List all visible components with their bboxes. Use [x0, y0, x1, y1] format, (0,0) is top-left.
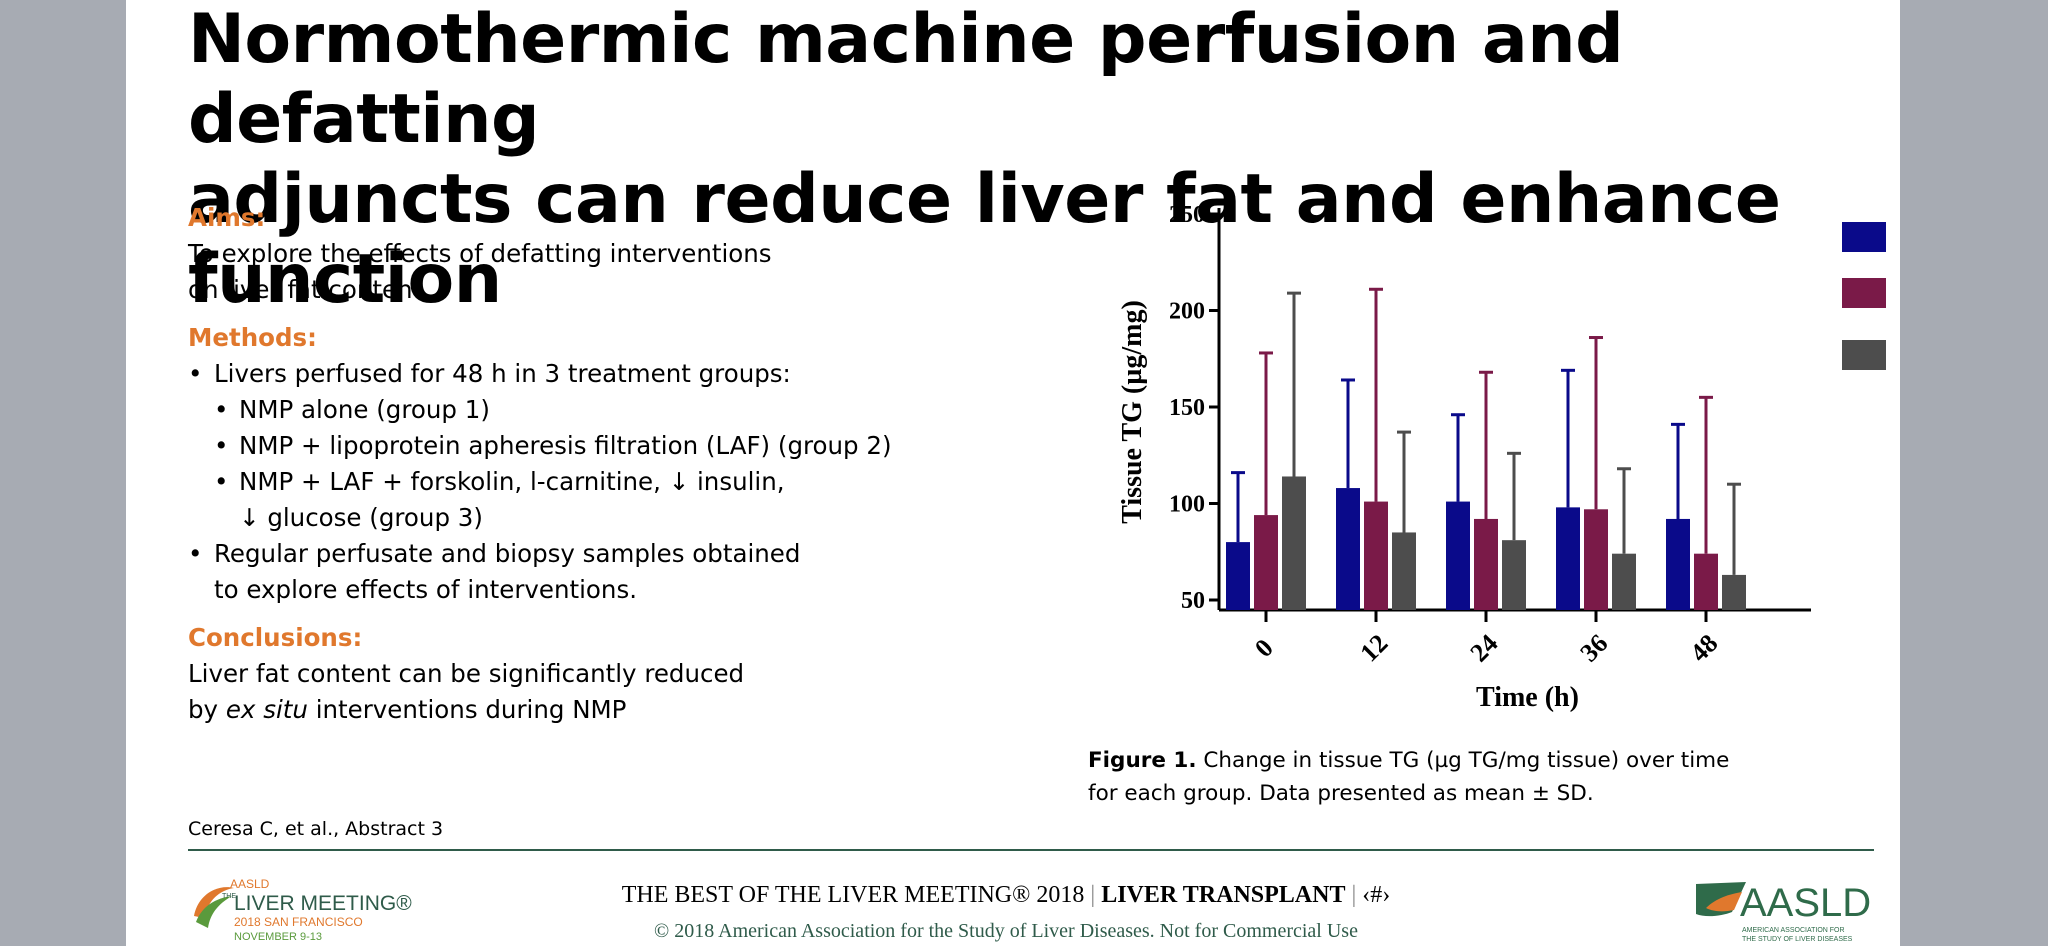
bullet-icon: •: [214, 395, 229, 424]
conclusions-heading: Conclusions:: [188, 623, 363, 652]
logo-the: THE: [222, 893, 236, 900]
bullet-icon: •: [188, 539, 203, 568]
title-line-1: Normothermic machine perfusion and defat…: [188, 0, 1624, 159]
footer-meeting: THE BEST OF THE LIVER MEETING® 2018: [621, 882, 1085, 908]
logo-dates: NOVEMBER 9-13: [234, 931, 322, 943]
bar-group-3-36h: [1612, 553, 1636, 610]
left-column: Aims: To explore the effects of defattin…: [188, 200, 948, 728]
bar-group-2-24h: [1474, 518, 1498, 610]
x-tick-label: 36: [1575, 629, 1614, 668]
conclusions-line-1: Liver fat content can be significantly r…: [188, 659, 745, 688]
methods-sub-bullet-2: • NMP + lipoprotein apheresis filtration…: [188, 428, 948, 464]
logo-aasld-small: AASLD: [230, 877, 270, 891]
aims-line-2: on liver fat content.: [188, 275, 430, 304]
methods-heading: Methods:: [188, 323, 317, 352]
bar-chart: 50 100 150 200 250 Tissue TG (µg/mg) 0 12 24 36 48…: [1117, 202, 1886, 713]
bar-group-2-36h: [1584, 509, 1608, 610]
methods-bullet-2: • Regular perfusate and biopsy samples o…: [188, 536, 948, 608]
bar-group-1-0h: [1226, 542, 1250, 610]
logo-sub-1: AMERICAN ASSOCIATION FOR: [1742, 927, 1845, 934]
figure-label: Figure 1.: [1088, 748, 1197, 773]
y-tick-label: 250: [1169, 202, 1205, 228]
bar-group-1-24h: [1446, 501, 1470, 610]
logo-aasld-text: AASLD: [1740, 881, 1871, 925]
y-tick-label: 150: [1169, 395, 1205, 421]
footer-page-number: ‹#›: [1362, 882, 1391, 908]
x-tick-label: 0: [1249, 633, 1279, 663]
conclusions-line-2: by ex situ interventions during NMP: [188, 695, 627, 724]
footer-rule: [188, 849, 1874, 851]
bullet-icon: •: [214, 431, 229, 460]
liver-leaf-orange-icon: [1706, 892, 1742, 912]
bar-group-2-12h: [1364, 501, 1388, 610]
logo-sub-2: THE STUDY OF LIVER DISEASES: [1742, 936, 1853, 943]
title-line-2: adjuncts can reduce liver fat and enhanc…: [188, 160, 1781, 319]
x-tick-label: 48: [1685, 629, 1724, 668]
bar-group-3-0h: [1282, 476, 1306, 610]
methods-sub-bullet-1: • NMP alone (group 1): [188, 392, 948, 428]
bar-group-3-24h: [1502, 540, 1526, 610]
slide: Normothermic machine perfusion and defat…: [126, 0, 1900, 946]
bar-group-2-48h: [1694, 553, 1718, 610]
legend-swatch-2: [1842, 278, 1886, 308]
aims-line-1: To explore the effects of defatting inte…: [188, 239, 772, 268]
x-axis-label: Time (h): [1476, 682, 1579, 713]
bullet-icon: •: [214, 467, 229, 496]
logo-year: 2018 SAN FRANCISCO: [234, 915, 363, 929]
x-tick-label: 12: [1355, 629, 1394, 668]
legend-swatch-1: [1842, 222, 1886, 252]
figure-caption: Figure 1. Change in tissue TG (µg TG/mg …: [1088, 748, 1730, 806]
bar-group-2-0h: [1254, 515, 1278, 610]
footer-meeting-line: THE BEST OF THE LIVER MEETING® 2018 | LIVE…: [621, 882, 1391, 908]
citation: Ceresa C, et al., Abstract 3: [188, 818, 444, 840]
slide-title: Normothermic machine perfusion and defat…: [188, 0, 1868, 320]
aasld-logo: AASLD AMERICAN ASSOCIATION FOR THE STUDY…: [1696, 881, 1871, 943]
y-axis-label: Tissue TG (µg/mg): [1117, 300, 1148, 524]
legend-swatch-3: [1842, 340, 1886, 370]
bullet-icon: •: [188, 359, 203, 388]
liver-meeting-logo: AASLD THE LIVER MEETING® 2018 SAN FRANCI…: [194, 877, 412, 943]
footer-section: LIVER TRANSPLANT: [1101, 882, 1346, 908]
bar-group-1-36h: [1556, 507, 1580, 610]
bar-group-1-48h: [1666, 518, 1690, 610]
bar-group-1-12h: [1336, 488, 1360, 610]
x-tick-label: 24: [1465, 629, 1504, 668]
aims-heading: Aims:: [188, 203, 266, 232]
logo-liver-meeting: LIVER MEETING®: [234, 892, 412, 915]
methods-bullet-1: • Livers perfused for 48 h in 3 treatmen…: [188, 356, 948, 392]
footer-copyright: © 2018 American Association for the Stud…: [654, 920, 1358, 942]
y-tick-label: 100: [1169, 492, 1205, 518]
bar-group-3-48h: [1722, 574, 1746, 610]
y-tick-label: 200: [1169, 299, 1205, 325]
liver-swoosh-green-icon: [196, 896, 232, 928]
methods-sub-bullet-3: • NMP + LAF + forskolin, l-carnitine, ↓ …: [188, 464, 948, 536]
bar-group-3-12h: [1392, 532, 1416, 610]
y-tick-label: 50: [1181, 588, 1205, 614]
